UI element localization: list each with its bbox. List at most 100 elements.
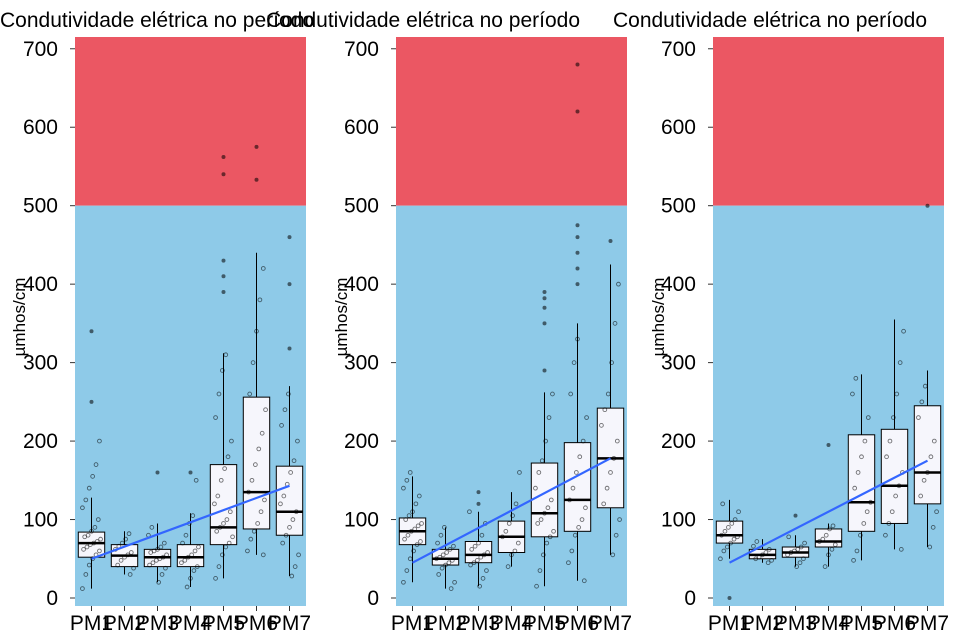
jitter-point	[802, 540, 807, 546]
jitter-point	[286, 391, 291, 397]
jitter-point	[161, 540, 167, 546]
jitter-point	[402, 536, 407, 542]
x-tick-label: PM3	[136, 612, 179, 635]
jitter-point	[98, 536, 103, 542]
jitter-point	[729, 521, 735, 526]
jitter-point	[604, 485, 610, 491]
x-tick-label: PM6	[235, 612, 278, 635]
jitter-point	[479, 532, 485, 538]
jitter-point	[278, 501, 283, 507]
jitter-point	[90, 474, 95, 479]
panel-1: Condutividade elétrica no período µmhos/…	[0, 9, 314, 635]
outlier-point	[575, 250, 580, 255]
jitter-point	[893, 493, 898, 499]
outlier-point	[542, 296, 547, 301]
jitter-point	[414, 542, 420, 547]
jitter-point	[217, 525, 223, 530]
jitter-point	[475, 557, 480, 563]
jitter-point	[820, 536, 826, 542]
jitter-point	[533, 485, 538, 491]
jitter-point	[246, 489, 251, 495]
jitter-point	[220, 368, 225, 373]
jitter-point	[851, 557, 856, 563]
jitter-point	[726, 525, 731, 530]
jitter-point	[84, 544, 90, 550]
jitter-point	[229, 438, 234, 444]
jitter-point	[728, 540, 733, 546]
y-tick-label: 600	[23, 116, 58, 139]
jitter-point	[409, 528, 414, 534]
jitter-point	[513, 501, 519, 507]
jitter-point	[579, 517, 585, 522]
jitter-point	[214, 528, 220, 534]
jitter-point	[613, 532, 619, 538]
box-body	[530, 462, 559, 538]
jitter-point	[436, 572, 442, 577]
jitter-point	[86, 562, 92, 568]
jitter-point	[188, 576, 193, 581]
jitter-point	[503, 528, 509, 534]
x-tick-label: PM3	[774, 612, 817, 635]
jitter-point	[444, 550, 449, 555]
jitter-point	[583, 505, 588, 511]
jitter-point	[81, 547, 86, 552]
jitter-point	[182, 557, 188, 563]
y-tick-label: 200	[344, 430, 379, 453]
jitter-point	[283, 532, 289, 538]
outlier-point	[221, 258, 226, 263]
danger-zone	[713, 37, 944, 206]
jitter-point	[447, 547, 453, 552]
box-body	[275, 465, 304, 536]
jitter-point	[611, 455, 617, 461]
jitter-point	[826, 552, 831, 558]
outlier-point	[221, 172, 226, 177]
outlier-point	[727, 596, 732, 600]
jitter-point	[216, 391, 222, 397]
jitter-point	[469, 547, 475, 552]
jitter-point	[449, 557, 455, 563]
jitter-point	[159, 572, 165, 577]
jitter-point	[572, 532, 578, 538]
outlier-point	[542, 290, 547, 294]
jitter-point	[551, 528, 556, 534]
jitter-point	[537, 568, 543, 573]
jitter-point	[722, 528, 728, 534]
jitter-point	[505, 564, 511, 569]
jitter-point	[919, 399, 925, 405]
jitter-point	[256, 446, 262, 452]
jitter-point	[931, 438, 937, 444]
jitter-point	[756, 554, 762, 560]
x-tick-label: PM4	[490, 612, 534, 635]
jitter-point	[467, 509, 472, 515]
jitter-point	[823, 532, 829, 538]
jitter-point	[223, 352, 229, 358]
jitter-point	[510, 513, 515, 518]
jitter-point	[897, 360, 903, 365]
panel-2-title: Condutividade elétrica no período	[266, 9, 580, 32]
outlier-point	[575, 62, 580, 67]
jitter-point	[577, 454, 583, 460]
jitter-point	[260, 552, 266, 558]
box-body	[715, 520, 744, 544]
x-tick-label: PM1	[708, 612, 751, 635]
jitter-point	[149, 525, 155, 530]
jitter-point	[163, 565, 168, 571]
jitter-point	[891, 415, 896, 420]
jitter-point	[194, 564, 200, 569]
jitter-point	[720, 501, 726, 507]
jitter-point	[147, 562, 152, 568]
jitter-point	[260, 266, 266, 271]
jitter-point	[601, 501, 607, 507]
jitter-point	[254, 328, 259, 334]
x-tick-label: PM7	[589, 612, 632, 635]
jitter-point	[184, 584, 190, 590]
jitter-point	[832, 542, 838, 547]
jitter-point	[415, 523, 421, 529]
y-tick-label: 100	[23, 509, 58, 532]
jitter-point	[97, 548, 102, 554]
jitter-point	[191, 568, 197, 573]
outlier-point	[542, 321, 547, 326]
jitter-point	[80, 505, 85, 511]
box-body	[563, 442, 592, 532]
